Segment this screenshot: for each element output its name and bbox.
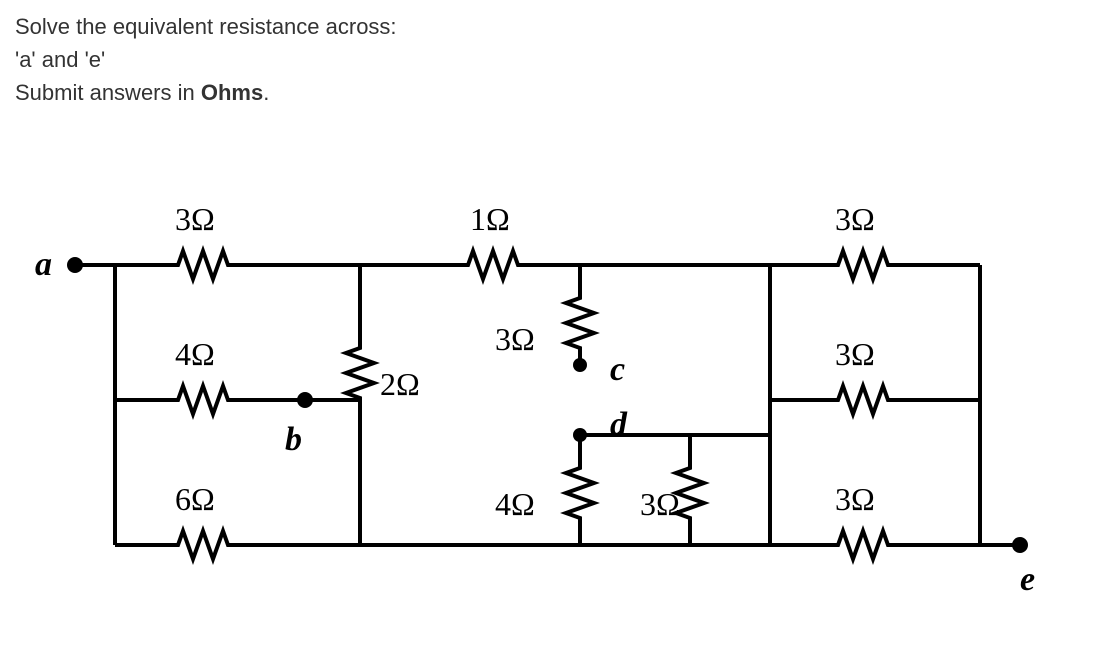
problem-line1: Solve the equivalent resistance across: [15,10,1082,43]
node-b-label: b [285,421,302,458]
svg-text:3Ω: 3Ω [640,486,680,522]
resistor-3ohm-mid-right [830,386,890,414]
resistor-bot-6ohm [170,531,230,559]
svg-text:4Ω: 4Ω [495,486,535,522]
node-d-label: d [610,406,628,443]
node-a-label: a [35,246,52,283]
problem-line2: 'a' and 'e' [15,43,1082,76]
resistor-top-3ohm [170,251,230,279]
resistor-top-right-3ohm [830,251,890,279]
problem-statement: Solve the equivalent resistance across: … [15,10,1082,109]
resistor-top-1ohm [460,251,520,279]
svg-text:4Ω: 4Ω [175,336,215,372]
svg-text:3Ω: 3Ω [175,201,215,237]
svg-text:2Ω: 2Ω [380,366,420,402]
svg-text:3Ω: 3Ω [835,201,875,237]
svg-text:1Ω: 1Ω [470,201,510,237]
svg-text:3Ω: 3Ω [835,336,875,372]
node-c-label: c [610,351,625,388]
node-e-dot [1012,537,1028,553]
svg-text:3Ω: 3Ω [835,481,875,517]
problem-line3: Submit answers in Ohms. [15,76,1082,109]
node-c-dot [573,358,587,372]
resistor-4ohm-vert-d [566,460,594,520]
resistor-bot-3ohm [830,531,890,559]
resistor-mid-4ohm [170,386,230,414]
resistor-3ohm-vert-d [676,460,704,520]
resistor-2ohm-vert [346,340,374,400]
resistor-3ohm-vert-c [566,290,594,350]
svg-text:6Ω: 6Ω [175,481,215,517]
circuit-diagram: a 3Ω 1Ω 3Ω 4Ω b [20,175,1060,625]
svg-text:3Ω: 3Ω [495,321,535,357]
node-e-label: e [1020,561,1035,598]
